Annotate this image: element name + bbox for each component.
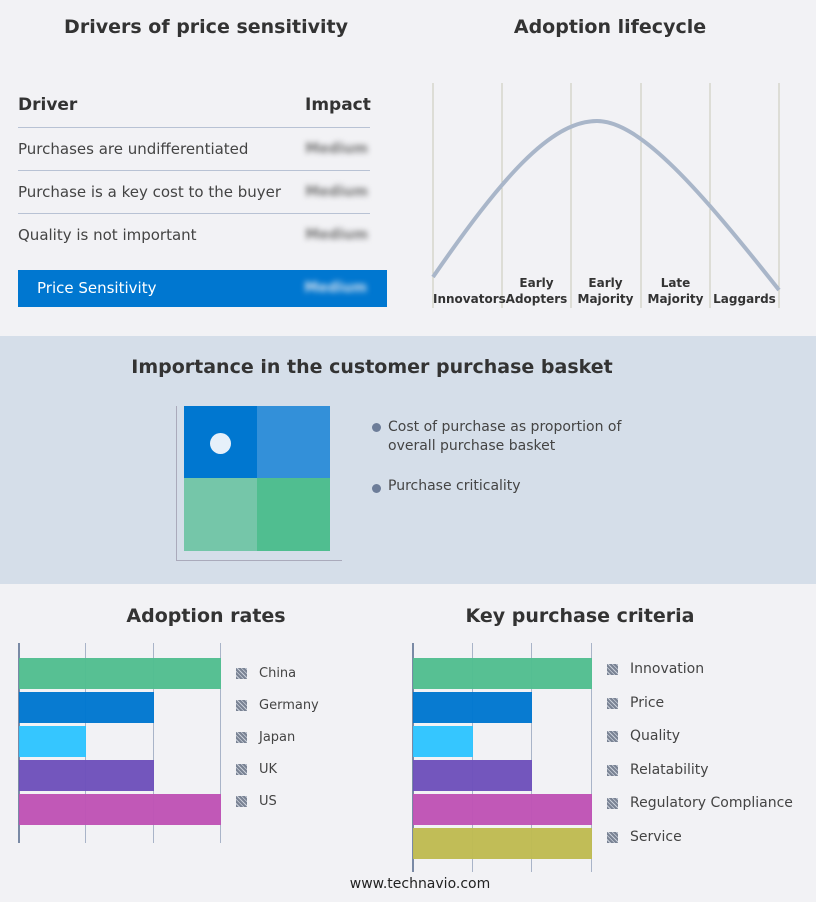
bar-relatability — [413, 760, 533, 791]
quadrant — [257, 406, 330, 478]
hatch-swatch-icon — [236, 732, 247, 743]
lifecycle-title: Adoption lifecycle — [513, 16, 707, 38]
legend-label: Germany — [259, 698, 319, 713]
hatch-swatch-icon — [607, 764, 618, 776]
price-sensitivity-summary: Price Sensitivity Medium — [18, 270, 387, 307]
legend-label: Innovation — [630, 661, 705, 677]
gridline — [471, 643, 473, 872]
stage-label-line: Early — [588, 276, 623, 290]
gridline — [531, 643, 533, 872]
stage-label-line: Adopters — [505, 292, 568, 306]
hatch-swatch-icon — [607, 731, 618, 743]
hatch-swatch-icon — [236, 668, 247, 679]
adoption-curve — [431, 118, 781, 292]
bar-service — [413, 828, 592, 859]
stage-label: Laggards — [710, 291, 779, 307]
driver-row: Purchase is a key cost to the buyer Mediu… — [18, 171, 370, 214]
legend-item: Regulatory Compliance — [607, 795, 793, 811]
stage-label-line: Laggards — [713, 292, 776, 306]
hatch-swatch-icon — [236, 700, 247, 711]
legend-item: Service — [607, 829, 682, 845]
hatch-swatch-icon — [236, 764, 247, 775]
legend-item: Innovation — [607, 661, 704, 677]
bar-germany — [19, 692, 154, 723]
legend-label: Regulatory Compliance — [630, 795, 793, 812]
legend-item: China — [236, 666, 296, 681]
legend-item: Price — [607, 695, 664, 711]
bar-us — [19, 794, 221, 825]
impact-value: Medium — [305, 141, 368, 157]
hatch-swatch-icon — [607, 664, 618, 675]
bar-regulatory-compliance — [413, 794, 592, 825]
stage-label-line: Innovators — [433, 292, 506, 306]
basket-title: Importance in the customer purchase bask… — [131, 356, 613, 378]
bar-china — [19, 658, 221, 689]
stage-label-line: Majority — [647, 292, 704, 306]
adoption-title: Adoption rates — [126, 605, 286, 627]
driver-label: Quality is not important — [18, 226, 197, 244]
footer-url: www.technavio.com — [349, 876, 491, 892]
legend-label: Service — [630, 829, 682, 845]
stage-label-line: Late — [660, 276, 691, 290]
hatch-swatch-icon — [607, 798, 618, 810]
stage-label: Late Majority — [641, 275, 710, 307]
basket-legend-item: Cost of purchase as proportion of overal… — [388, 419, 622, 454]
legend-label: China — [259, 666, 297, 681]
drivers-title: Drivers of price sensitivity — [64, 16, 348, 38]
stage-label: Early Majority — [571, 275, 640, 307]
summary-impact: Medium — [304, 280, 367, 296]
bar-japan — [19, 726, 87, 757]
legend-item: Quality — [607, 728, 680, 744]
gridline — [220, 643, 221, 843]
stage-label: Early Adopters — [502, 275, 571, 307]
stage-label: Innovators — [433, 291, 506, 307]
hatch-swatch-icon — [236, 796, 247, 807]
basket-legend-item: Purchase criticality — [388, 478, 521, 494]
criteria-title: Key purchase criteria — [465, 605, 695, 627]
gridline — [591, 643, 592, 872]
hatch-swatch-icon — [607, 832, 618, 843]
gridline — [152, 643, 154, 843]
stage-label-line: Early — [519, 276, 554, 290]
summary-label: Price Sensitivity — [37, 279, 157, 297]
lifecycle-chart — [431, 83, 781, 308]
axis-line — [412, 643, 414, 872]
bar-uk — [19, 760, 154, 791]
quadrant — [184, 478, 257, 551]
basket-matrix-frame — [176, 406, 342, 561]
bar-quality — [413, 726, 473, 757]
legend-item: Japan — [236, 730, 295, 745]
driver-row: Quality is not important Medium — [18, 214, 370, 257]
bar-innovation — [413, 658, 592, 689]
legend-item: US — [236, 794, 277, 809]
legend-label: Quality — [630, 728, 681, 745]
bullet-icon — [372, 423, 381, 432]
bar-price — [413, 692, 533, 723]
driver-header: Driver — [18, 95, 78, 115]
driver-row: Purchases are undifferentiated Medium — [18, 128, 370, 171]
quadrant — [257, 478, 330, 551]
legend-label: Relatability — [630, 761, 709, 778]
driver-label: Purchase is a key cost to the buyer — [18, 183, 282, 201]
legend-label: Japan — [259, 730, 296, 745]
impact-header: Impact — [305, 95, 371, 115]
impact-value: Medium — [305, 184, 368, 200]
impact-value: Medium — [305, 227, 368, 243]
bullet-icon — [372, 484, 381, 493]
stage-label-line: Majority — [577, 292, 634, 306]
legend-item: UK — [236, 762, 277, 777]
legend-label: Price — [630, 694, 665, 711]
divider — [18, 127, 370, 128]
legend-label: UK — [259, 762, 278, 777]
legend-item: Germany — [236, 698, 319, 713]
driver-label: Purchases are undifferentiated — [18, 140, 249, 158]
hatch-swatch-icon — [607, 697, 618, 709]
legend-label: US — [259, 794, 277, 809]
legend-item: Relatability — [607, 762, 709, 778]
basket-section — [0, 336, 816, 584]
position-marker — [210, 433, 231, 454]
